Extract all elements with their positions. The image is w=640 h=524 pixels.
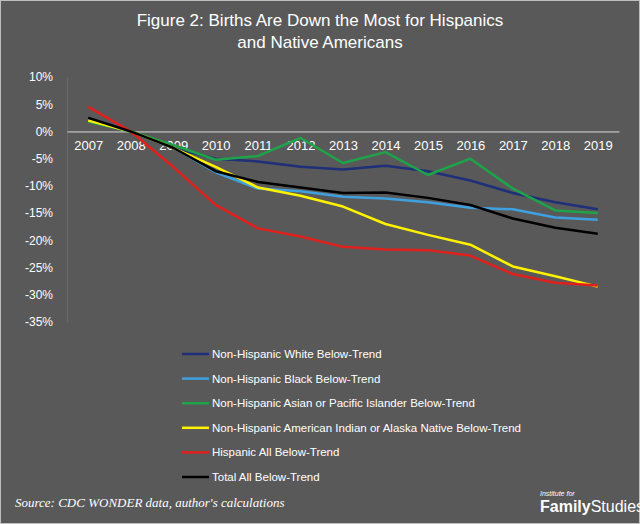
tick-label: 2017: [499, 138, 528, 153]
tick-label: 5%: [36, 98, 54, 112]
legend-swatch: [182, 427, 209, 430]
legend-label: Non-Hispanic American Indian or Alaska N…: [212, 422, 521, 434]
logo-word: Family: [540, 498, 591, 515]
tick: 2013: [329, 131, 358, 152]
logo-line: Institute for: [540, 490, 575, 497]
tick-label: 2019: [584, 138, 613, 153]
axis-line: [67, 78, 68, 323]
tick: 2010: [202, 131, 231, 152]
tick-label: -35%: [25, 315, 53, 329]
legend-swatch: [182, 451, 209, 454]
tick: 2017: [499, 131, 528, 152]
tick-label: 2018: [541, 138, 570, 153]
legend: Non-Hispanic White Below-Trend Non-Hispan…: [182, 348, 521, 483]
tick: 10%: [29, 70, 67, 84]
x-axis: 2007200820092010201120122013201420152016…: [68, 131, 620, 152]
tick-label: 2015: [414, 138, 443, 153]
legend-label: Total All Below-Trend: [212, 471, 320, 483]
series-line: [88, 107, 598, 286]
legend-swatch: [182, 353, 209, 356]
title: Figure 2: Births Are Down the Most for H…: [137, 11, 504, 30]
tick: 5%: [36, 98, 67, 112]
tick: 2015: [414, 131, 443, 152]
tick-label: 2007: [74, 138, 103, 153]
tick-label: -15%: [25, 206, 53, 220]
logo: FamilyStudies: [540, 498, 640, 515]
legend-swatch: [182, 476, 209, 479]
tick-label: 2010: [202, 138, 231, 153]
series-line: [88, 121, 598, 220]
legend-swatch: [182, 377, 209, 380]
tick-label: -30%: [25, 288, 53, 302]
y-axis: 10% 5% 0% -5% -10% -15% -20% -25% -30% -35%: [25, 70, 68, 329]
tick: 2016: [456, 131, 485, 152]
legend-label: Non-Hispanic White Below-Trend: [212, 348, 382, 360]
tick-label: -20%: [25, 234, 53, 248]
source: Source: CDC WONDER data, author's calcul…: [15, 495, 285, 510]
tick: -20%: [25, 234, 67, 248]
tick: -25%: [25, 261, 67, 275]
series-line: [88, 118, 598, 234]
tick: 2019: [584, 131, 613, 152]
tick: 2018: [541, 131, 570, 152]
tick: 2007: [74, 131, 103, 152]
legend-label: Hispanic All Below-Trend: [212, 446, 339, 458]
tick: 2014: [372, 131, 401, 152]
axis-line: [68, 131, 620, 132]
tick-label: 2016: [456, 138, 485, 153]
title: and Native Americans: [237, 33, 402, 52]
tick: -5%: [32, 152, 67, 166]
tick-label: 0%: [36, 125, 54, 139]
legend-swatch: [182, 402, 209, 405]
series-line: [88, 122, 598, 213]
tick: 2011: [245, 131, 273, 152]
logo-word: Studies: [591, 498, 640, 515]
tick-label: -5%: [32, 152, 54, 166]
background: [1, 1, 640, 524]
legend-label: Non-Hispanic Black Below-Trend: [212, 373, 380, 385]
tick-label: 2013: [329, 138, 358, 153]
legend-label: Non-Hispanic Asian or Pacific Islander B…: [212, 397, 475, 409]
tick: 0%: [36, 125, 67, 139]
tick: -15%: [25, 206, 67, 220]
tick-label: -10%: [25, 179, 53, 193]
tick: -30%: [25, 288, 67, 302]
tick-label: -25%: [25, 261, 53, 275]
tick: -35%: [25, 315, 67, 329]
tick-label: 10%: [29, 70, 53, 84]
tick-label: 2014: [372, 138, 401, 153]
chart: Figure 2: Births Are Down the Most for H…: [0, 0, 640, 524]
tick: -10%: [25, 179, 67, 193]
plot-area: [88, 107, 598, 287]
